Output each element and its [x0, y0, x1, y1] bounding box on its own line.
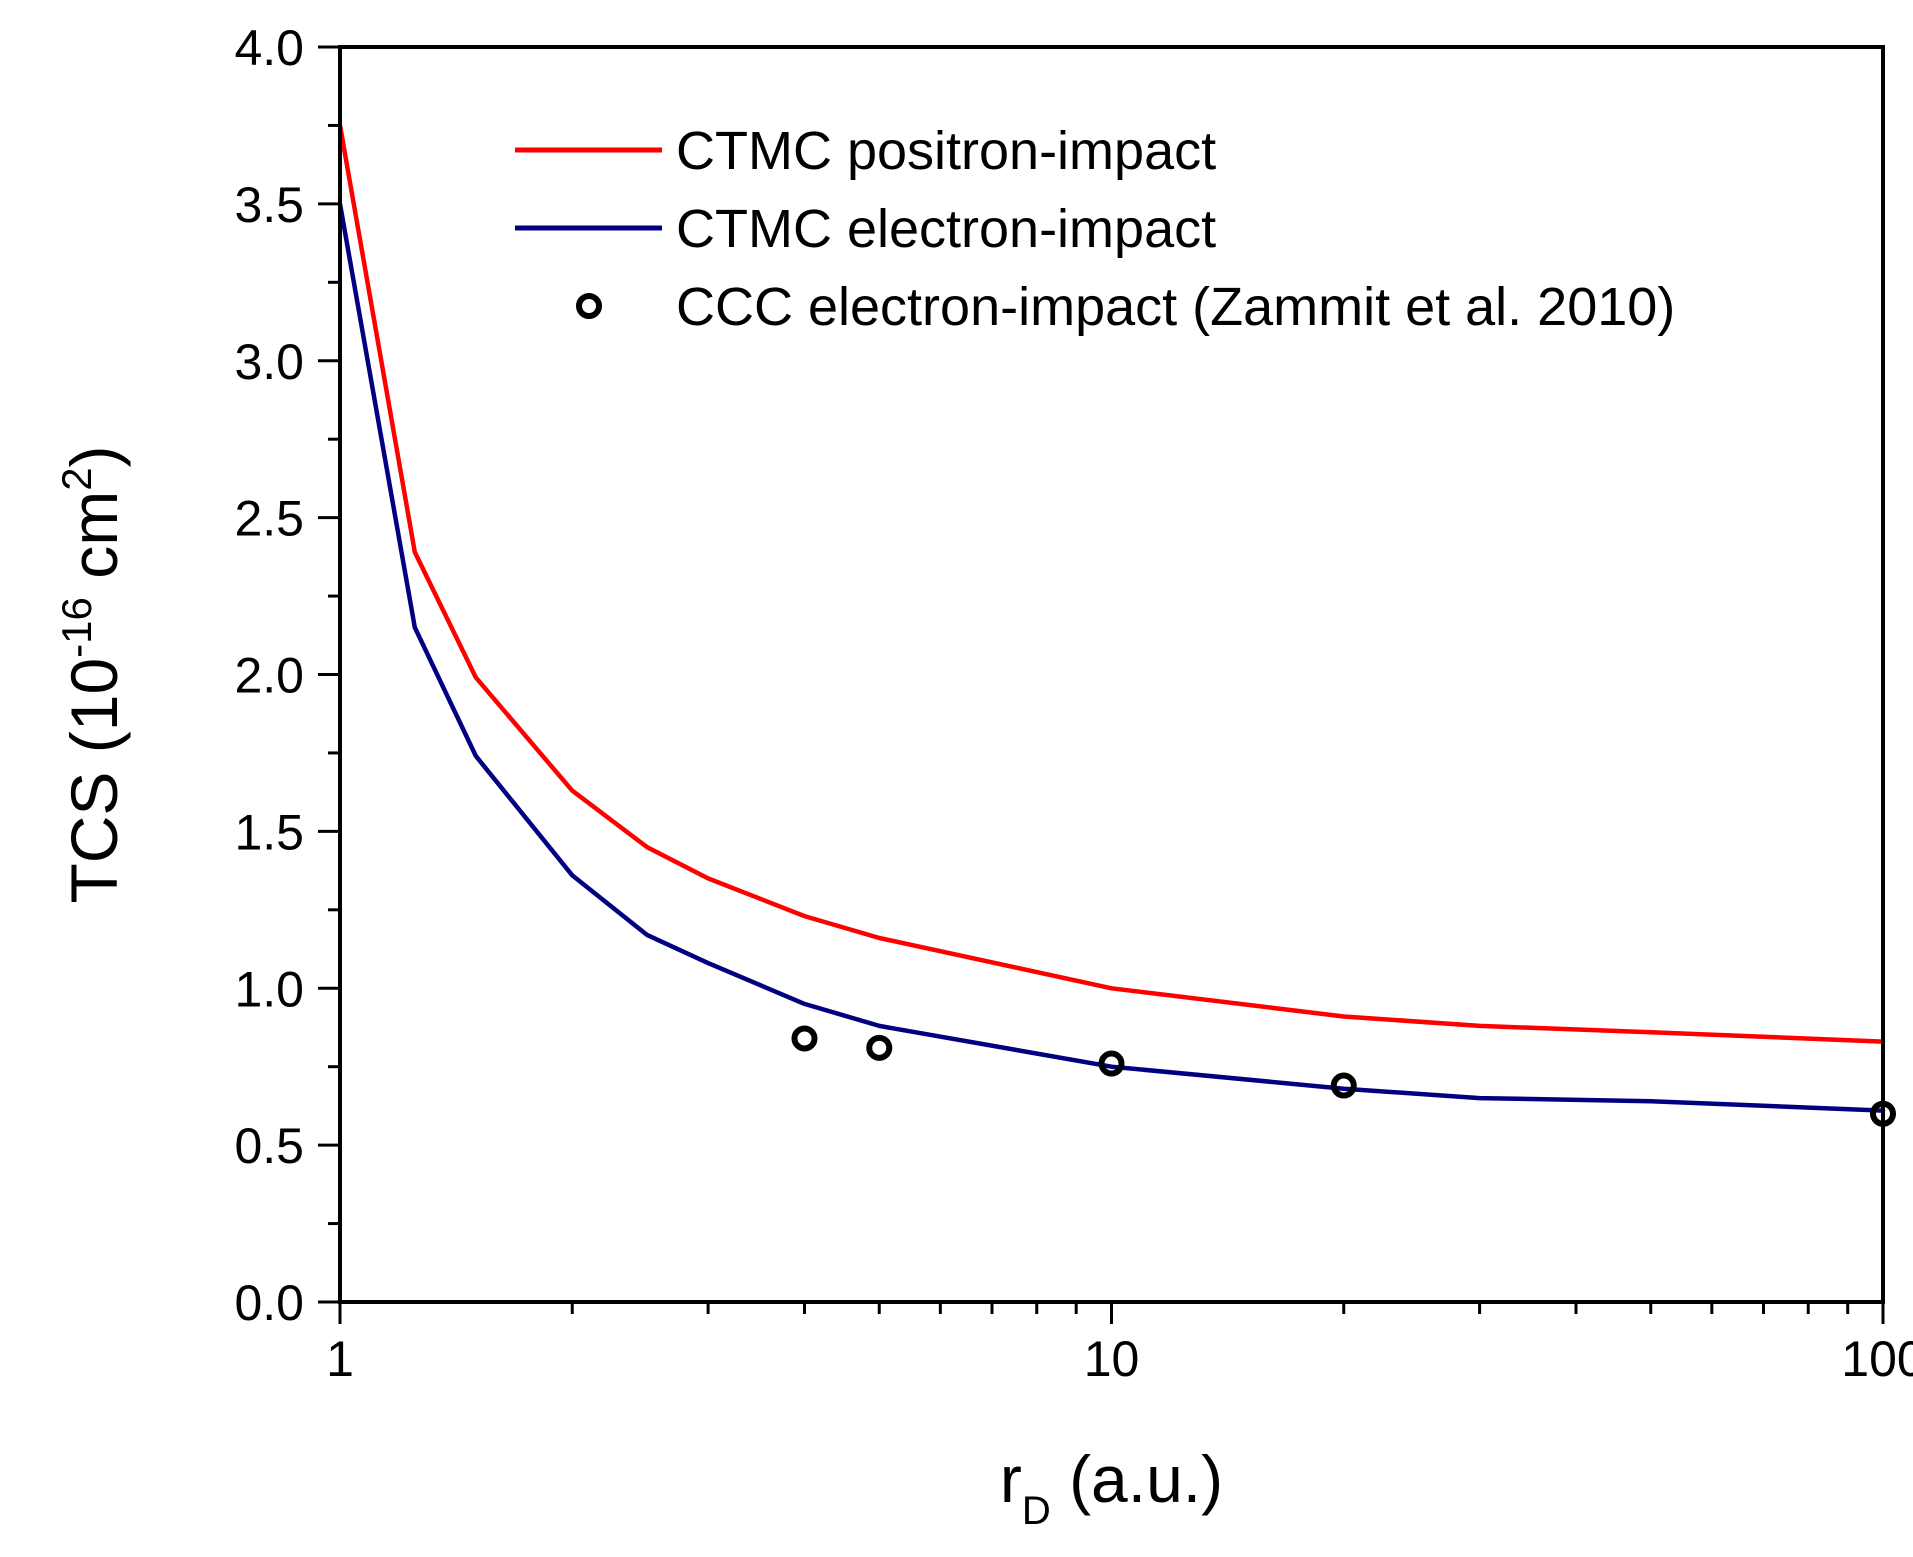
x-tick-label: 1	[326, 1331, 354, 1387]
x-axis-title-subscript: D	[1022, 1489, 1051, 1533]
x-tick-label: 100	[1841, 1331, 1913, 1387]
data-point-marker	[1330, 1072, 1357, 1099]
data-series	[337, 123, 1896, 1127]
y-tick-label: 3.5	[234, 177, 304, 233]
legend: CTMC positron-impact CTMC electron-impact…	[515, 121, 1675, 337]
y-tick-label: 2.5	[234, 491, 304, 547]
y-axis-title-main: TCS (10	[57, 658, 131, 904]
y-tick-label: 2.0	[234, 648, 304, 704]
tick-labels: 1 10 100 0.0 0.5 1.0 1.5 2.0 2.5 3.0 3.5 4.0	[234, 20, 1913, 1387]
data-point-marker	[1098, 1050, 1125, 1077]
y-tick-label: 1.5	[234, 804, 304, 860]
x-axis-title: rD (a.u.)	[1000, 1442, 1223, 1533]
y-axis-title: TCS (10-16 cm2)	[53, 445, 131, 903]
series-line-1	[337, 123, 1886, 1044]
y-axis-title-close: )	[57, 445, 131, 467]
x-axis-title-main: r	[1000, 1442, 1022, 1516]
data-point-marker	[866, 1034, 893, 1061]
y-tick-label: 4.0	[234, 20, 304, 76]
y-axis-title-exponent: -16	[53, 597, 100, 658]
data-point-marker	[791, 1025, 818, 1052]
plot-frame	[338, 45, 1885, 1304]
y-tick-label: 0.5	[234, 1118, 304, 1174]
legend-swatch-marker	[576, 293, 602, 319]
legend-label: CTMC electron-impact	[676, 199, 1216, 259]
series-line-2	[337, 201, 1886, 1113]
y-tick-label: 1.0	[234, 961, 304, 1017]
axis-titles: rD (a.u.) TCS (10-16 cm2)	[53, 445, 1223, 1533]
y-tick-label: 0.0	[234, 1275, 304, 1331]
legend-label: CCC electron-impact (Zammit et al. 2010)	[676, 277, 1675, 337]
x-tick-label: 10	[1084, 1331, 1140, 1387]
y-axis-title-unit: cm	[57, 491, 131, 597]
x-axis-title-units: (a.u.)	[1051, 1442, 1223, 1516]
y-tick-label: 3.0	[234, 334, 304, 390]
y-axis-title-exponent-2: 2	[53, 467, 100, 490]
legend-label: CTMC positron-impact	[676, 121, 1216, 181]
